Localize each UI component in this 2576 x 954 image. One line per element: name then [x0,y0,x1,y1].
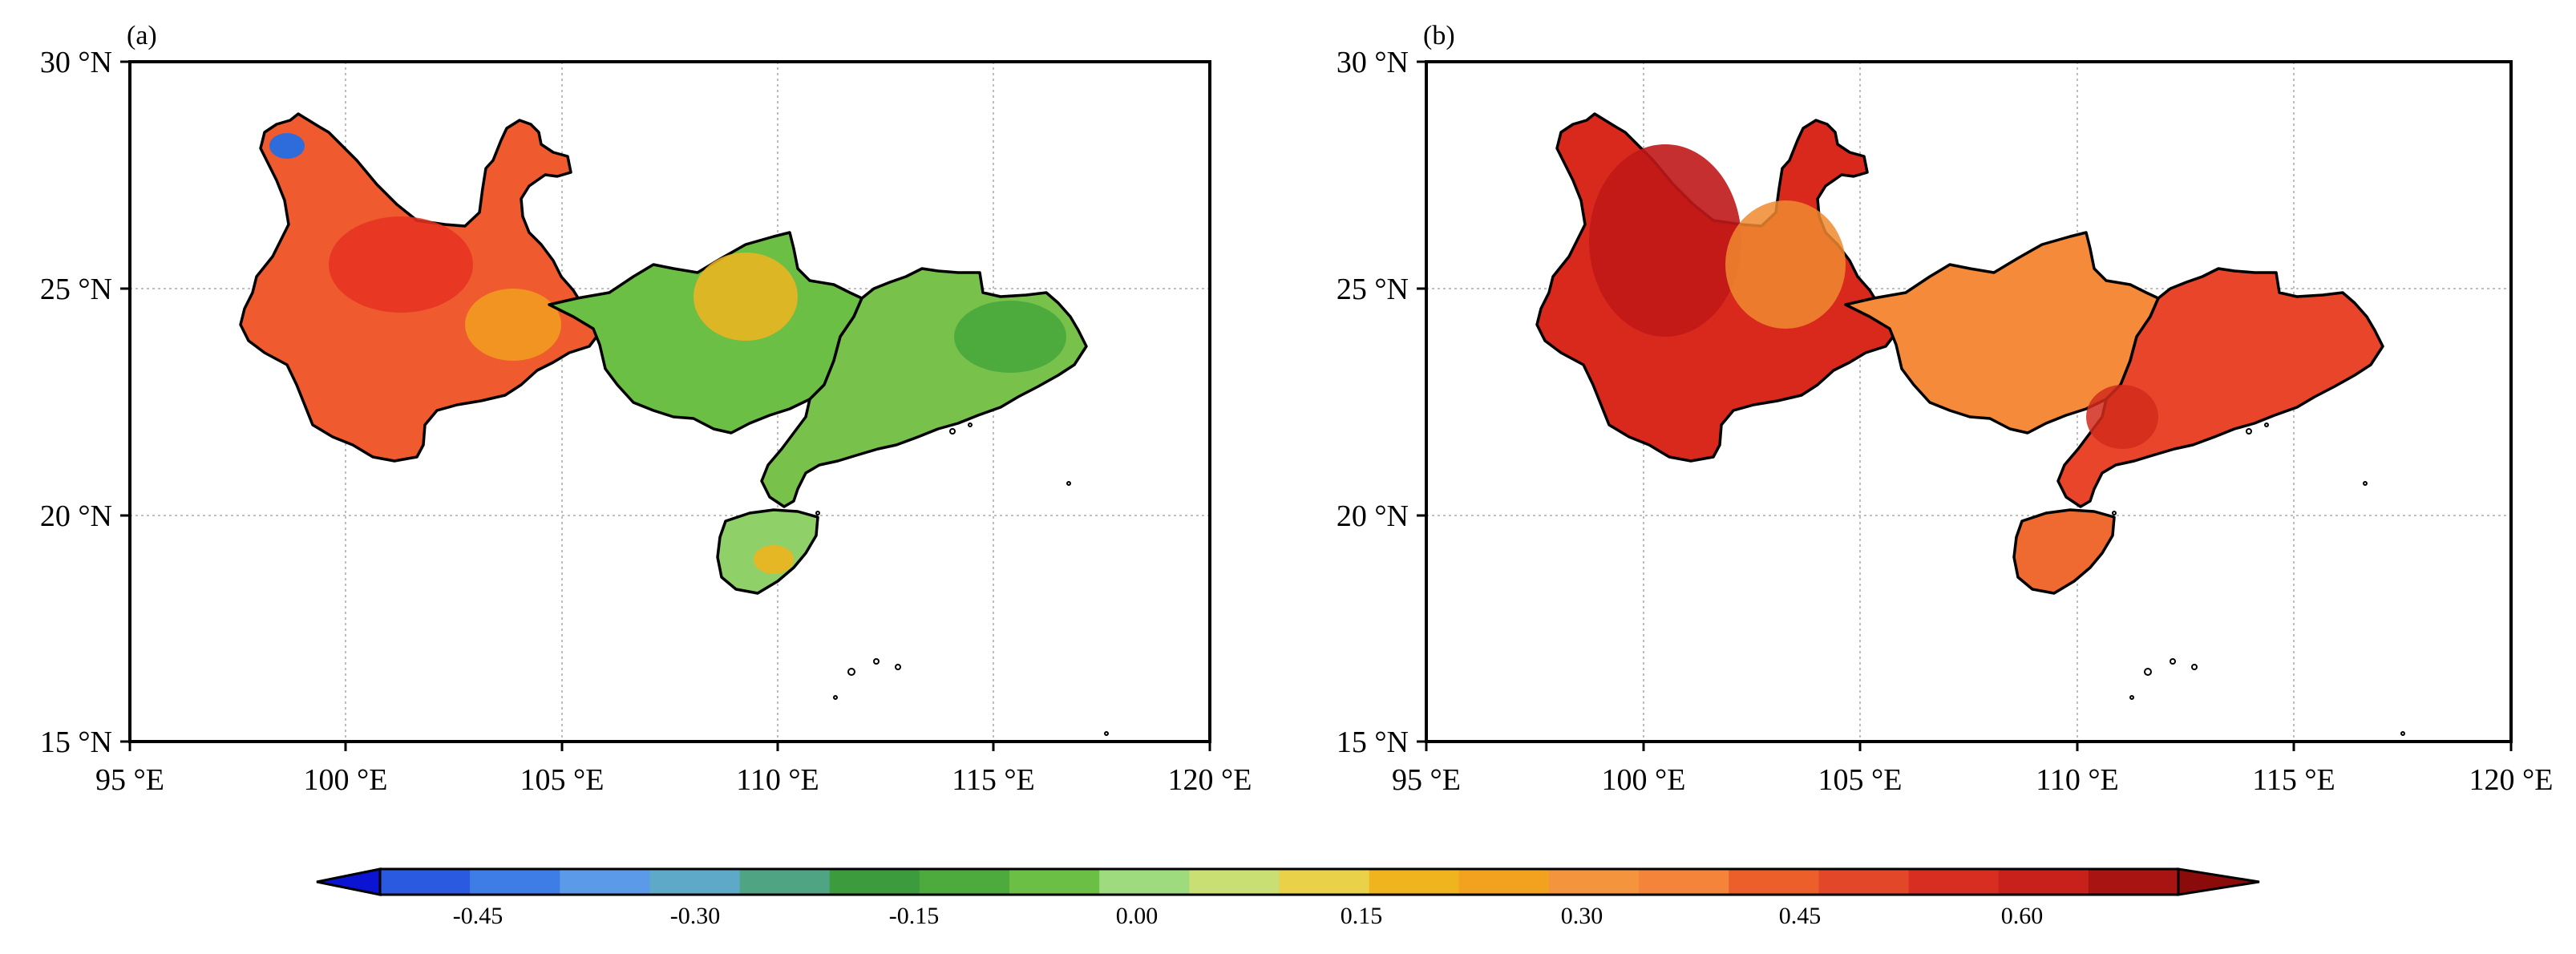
colorbar-cell [2088,869,2179,895]
colorbar-outline [378,867,2180,896]
colorbar-label-000: 0.00 [1116,903,1159,929]
lat-label-20: 20 °N [40,499,112,533]
lat-label-30: 30 °N [40,46,112,79]
lat-label-30: 30 °N [1337,46,1409,79]
yunnan-cold-patch [269,133,305,159]
yunnan-hot-core [1589,144,1741,337]
map-frame [128,60,1211,743]
colorbar-cell [829,869,920,895]
colorbar-left-arrow [316,867,382,896]
colorbar-cell [1998,869,2089,895]
colorbar-cell [1099,869,1190,895]
guangdong-hot-patch [2086,385,2158,449]
colorbar-cell [739,869,831,895]
colorbar-cell [470,869,560,895]
lon-label-100: 100 °E [1602,763,1686,797]
lon-label-95: 95 °E [1392,763,1461,797]
lat-label-20: 20 °N [1337,499,1409,533]
yunnan-warm-core [329,216,473,313]
lat-label-15: 15 °N [1337,726,1409,759]
axis-ticks [1417,60,2513,751]
lon-label-120: 120 °E [2469,763,2554,797]
colorbar-cell [1189,869,1280,895]
islands [815,422,1109,736]
colorbar-label-045: 0.45 [1779,903,1822,929]
colorbar-cell [1639,869,1729,895]
hainan-warm-patch [754,545,794,574]
map-panel-b: (b) [1337,21,2554,797]
lat-tick-labels: 30 °N 25 °N 20 °N 15 °N [1337,46,1409,759]
axis-ticks [120,60,1211,751]
lat-label-25: 25 °N [1337,273,1409,306]
colorbar-cell [919,869,1010,895]
islands [2112,422,2405,736]
colorbar-cell [1908,869,2000,895]
map-frame [1425,60,2513,743]
lon-label-105: 105 °E [1818,763,1903,797]
guangxi-warm-patch [694,253,798,341]
colorbar-label-060: 0.60 [2001,903,2044,929]
lon-tick-labels: 95 °E 100 °E 105 °E 110 °E 115 °E 120 °E [1392,763,2553,797]
guizhou-warm-patch [465,289,561,361]
lon-label-120: 120 °E [1168,763,1252,797]
lat-label-15: 15 °N [40,726,112,759]
lat-label-25: 25 °N [40,273,112,306]
colorbar: -0.45 -0.30 -0.15 0.00 0.15 0.30 0.45 0.… [316,867,2260,929]
colorbar-cell [1458,869,1550,895]
colorbar-cell [649,869,741,895]
region-hainan [2012,508,2116,595]
guizhou-orange-patch [1725,200,1846,329]
colorbar-cell [1729,869,1819,895]
colorbar-label-neg030: -0.30 [670,903,721,929]
panel-label: (b) [1423,21,1455,51]
lon-label-95: 95 °E [95,763,164,797]
colorbar-cell [380,869,471,895]
lon-label-100: 100 °E [304,763,388,797]
colorbar-cell [1369,869,1460,895]
lon-label-115: 115 °E [2252,763,2335,797]
colorbar-right-arrow [2177,867,2260,896]
colorbar-label-neg045: -0.45 [453,903,503,929]
colorbar-tick-labels: -0.45 -0.30 -0.15 0.00 0.15 0.30 0.45 0.… [453,903,2044,929]
lon-label-110: 110 °E [2036,763,2119,797]
colorbar-cell [1279,869,1370,895]
map-panel-a: (a) [40,21,1252,797]
lon-label-115: 115 °E [952,763,1035,797]
lon-label-105: 105 °E [520,763,605,797]
guangdong-cool-patch [954,301,1066,373]
lon-label-110: 110 °E [736,763,819,797]
colorbar-cell [1548,869,1640,895]
lat-tick-labels: 30 °N 25 °N 20 °N 15 °N [40,46,112,759]
colorbar-cell [1818,869,1910,895]
colorbar-label-030: 0.30 [1561,903,1603,929]
colorbar-label-015: 0.15 [1341,903,1383,929]
panel-label: (a) [127,21,157,51]
lon-tick-labels: 95 °E 100 °E 105 °E 110 °E 115 °E 120 °E [95,763,1252,797]
colorbar-label-neg015: -0.15 [889,903,940,929]
colorbar-cell [560,869,650,895]
colorbar-cell [1009,869,1100,895]
colorbar-cells [380,869,2179,895]
